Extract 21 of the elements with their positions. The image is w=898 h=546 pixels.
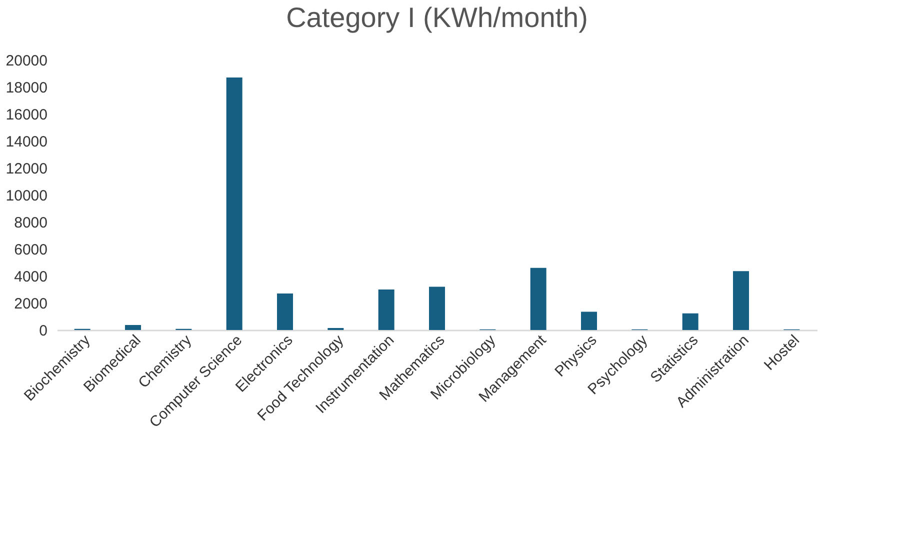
chart-title: Category I (KWh/month) <box>286 2 588 33</box>
bar <box>277 294 293 330</box>
y-tick-label: 0 <box>39 322 48 340</box>
bar <box>125 325 141 330</box>
y-tick-label: 14000 <box>6 134 48 150</box>
y-tick-label: 10000 <box>6 188 48 204</box>
bar <box>429 286 445 330</box>
bar <box>530 268 546 330</box>
y-tick-label: 20000 <box>6 52 48 70</box>
y-tick-label: 2000 <box>14 296 48 312</box>
bar <box>226 78 242 330</box>
y-tick-label: 16000 <box>6 106 48 124</box>
bar <box>581 312 597 330</box>
bar <box>733 271 749 330</box>
y-tick-label: 8000 <box>14 214 48 232</box>
bar <box>378 290 394 330</box>
y-tick-label: 6000 <box>14 242 48 258</box>
y-tick-label: 12000 <box>6 160 48 178</box>
y-tick-label: 18000 <box>6 80 48 96</box>
bar <box>682 313 698 330</box>
y-tick-label: 4000 <box>14 268 48 286</box>
